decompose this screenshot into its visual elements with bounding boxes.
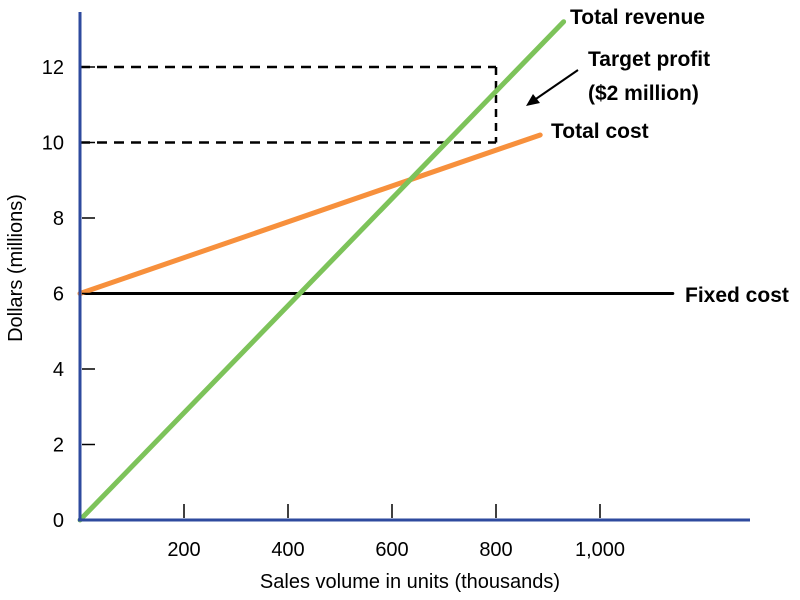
annotation-group: Target profit ($2 million) bbox=[526, 48, 710, 106]
series-group bbox=[77, 19, 675, 523]
target-profit-arrowhead bbox=[526, 94, 540, 106]
x-tick-label: 200 bbox=[167, 539, 200, 561]
x-axis-title: Sales volume in units (thousands) bbox=[260, 571, 560, 593]
series-line-total-revenue bbox=[77, 19, 567, 523]
y-tick-label: 6 bbox=[53, 284, 64, 306]
y-tick-label: 4 bbox=[53, 359, 64, 381]
y-tick-label: 0 bbox=[53, 510, 64, 532]
x-tick-label: 400 bbox=[271, 539, 304, 561]
y-tick-label: 8 bbox=[53, 208, 64, 230]
y-axis-title: Dollars (millions) bbox=[5, 194, 27, 342]
target-profit-label-line1: Target profit bbox=[588, 48, 710, 71]
y-tick-label: 10 bbox=[42, 133, 64, 155]
ticks-group: 200 400 600 800 1,000 0 2 4 6 8 10 12 bbox=[42, 57, 625, 561]
reference-lines-group bbox=[80, 65, 498, 144]
y-tick-label: 12 bbox=[42, 57, 64, 79]
y-tick-label: 2 bbox=[53, 435, 64, 457]
x-tick-label: 600 bbox=[375, 539, 408, 561]
target-profit-label-line2: ($2 million) bbox=[588, 82, 699, 105]
series-label-fixed-cost: Fixed cost bbox=[685, 284, 789, 307]
series-line-total-cost bbox=[77, 132, 543, 296]
x-tick-label: 1,000 bbox=[575, 539, 625, 561]
series-label-total-cost: Total cost bbox=[551, 120, 649, 143]
x-tick-label: 800 bbox=[479, 539, 512, 561]
target-profit-arrow bbox=[529, 69, 579, 104]
series-label-total-revenue: Total revenue bbox=[570, 6, 705, 29]
axes-group bbox=[78, 12, 750, 522]
